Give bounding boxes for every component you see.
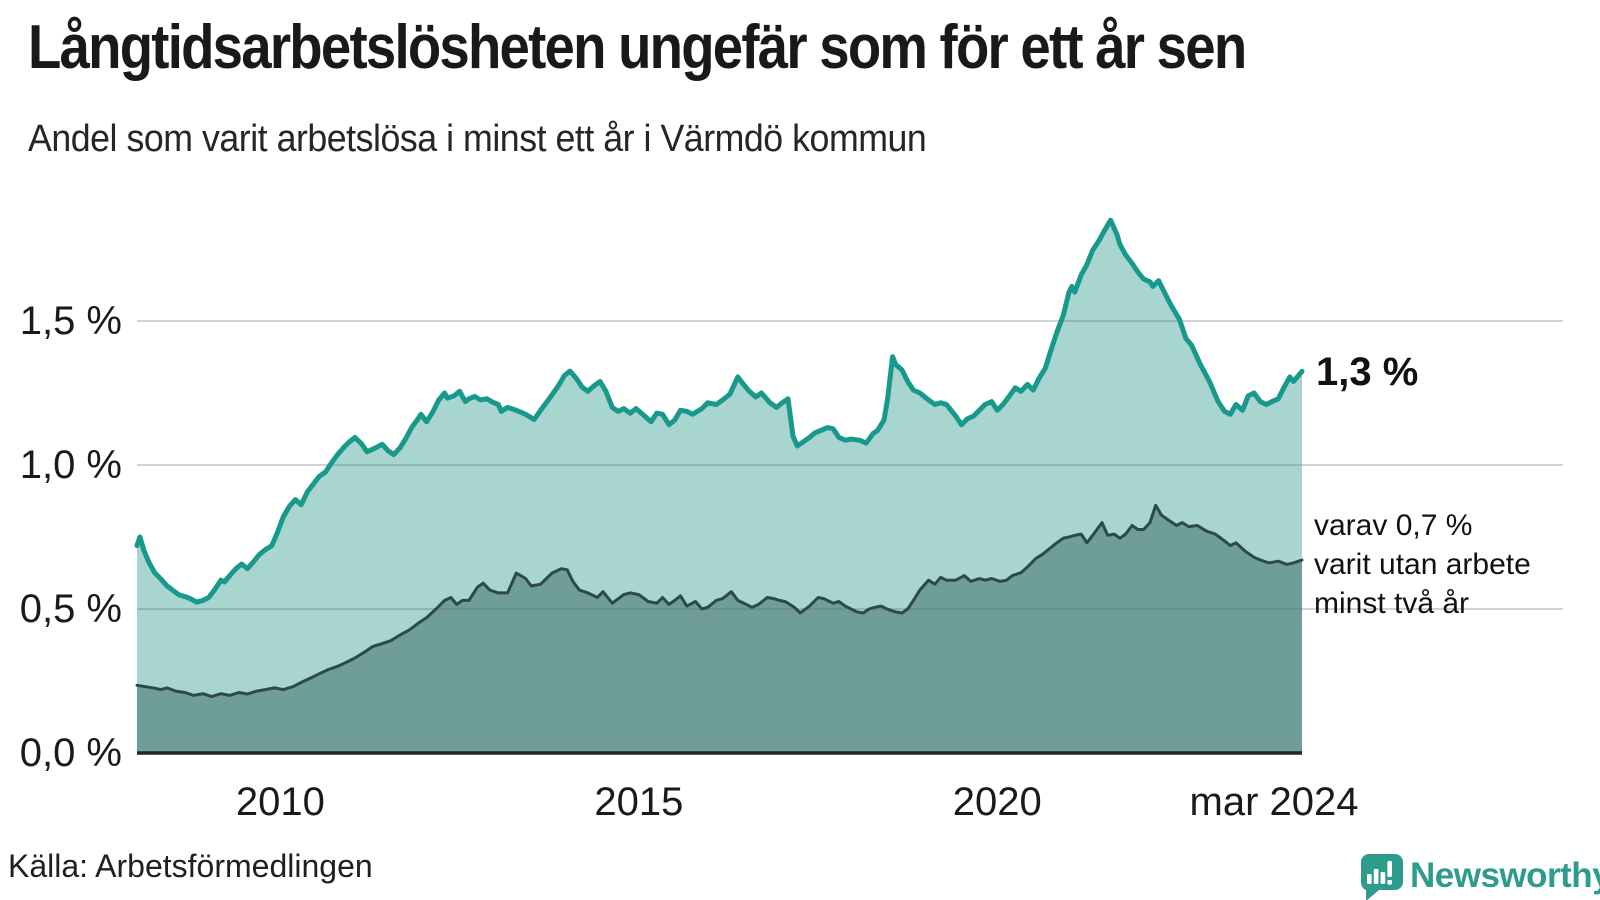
series-line-0 [134, 217, 1305, 605]
latest-value-label: 1,3 % [1316, 350, 1419, 394]
page-subtitle: Andel som varit arbetslösa i minst ett å… [28, 118, 927, 160]
y-tick-label-0: 0,0 % [19, 731, 122, 775]
breakdown-line-3: minst två år [1314, 587, 1470, 620]
page-title: Långtidsarbetslösheten ungefär som för e… [28, 13, 1247, 82]
source-note: Källa: Arbetsförmedlingen [8, 848, 373, 884]
breakdown-annotation: varav 0,7 % varit utan arbete minst två … [1314, 506, 1531, 623]
y-tick-label-3: 1,5 % [19, 299, 122, 343]
x-tick-label-3: mar 2024 [1189, 780, 1359, 824]
x-tick-label-1: 2015 [594, 780, 684, 824]
breakdown-line-1: varav 0,7 % [1314, 509, 1473, 542]
x-tick-label-2: 2020 [952, 780, 1042, 824]
series-area-1 [137, 505, 1302, 753]
breakdown-line-2: varit utan arbete [1314, 548, 1531, 581]
y-tick-label-2: 1,0 % [19, 443, 122, 487]
newsworthy-logo-icon [1361, 854, 1403, 900]
series-line-1 [135, 503, 1304, 699]
x-tick-label-0: 2010 [235, 780, 325, 824]
brand-name: Newsworthy [1410, 856, 1600, 895]
y-tick-label-1: 0,5 % [19, 587, 122, 631]
